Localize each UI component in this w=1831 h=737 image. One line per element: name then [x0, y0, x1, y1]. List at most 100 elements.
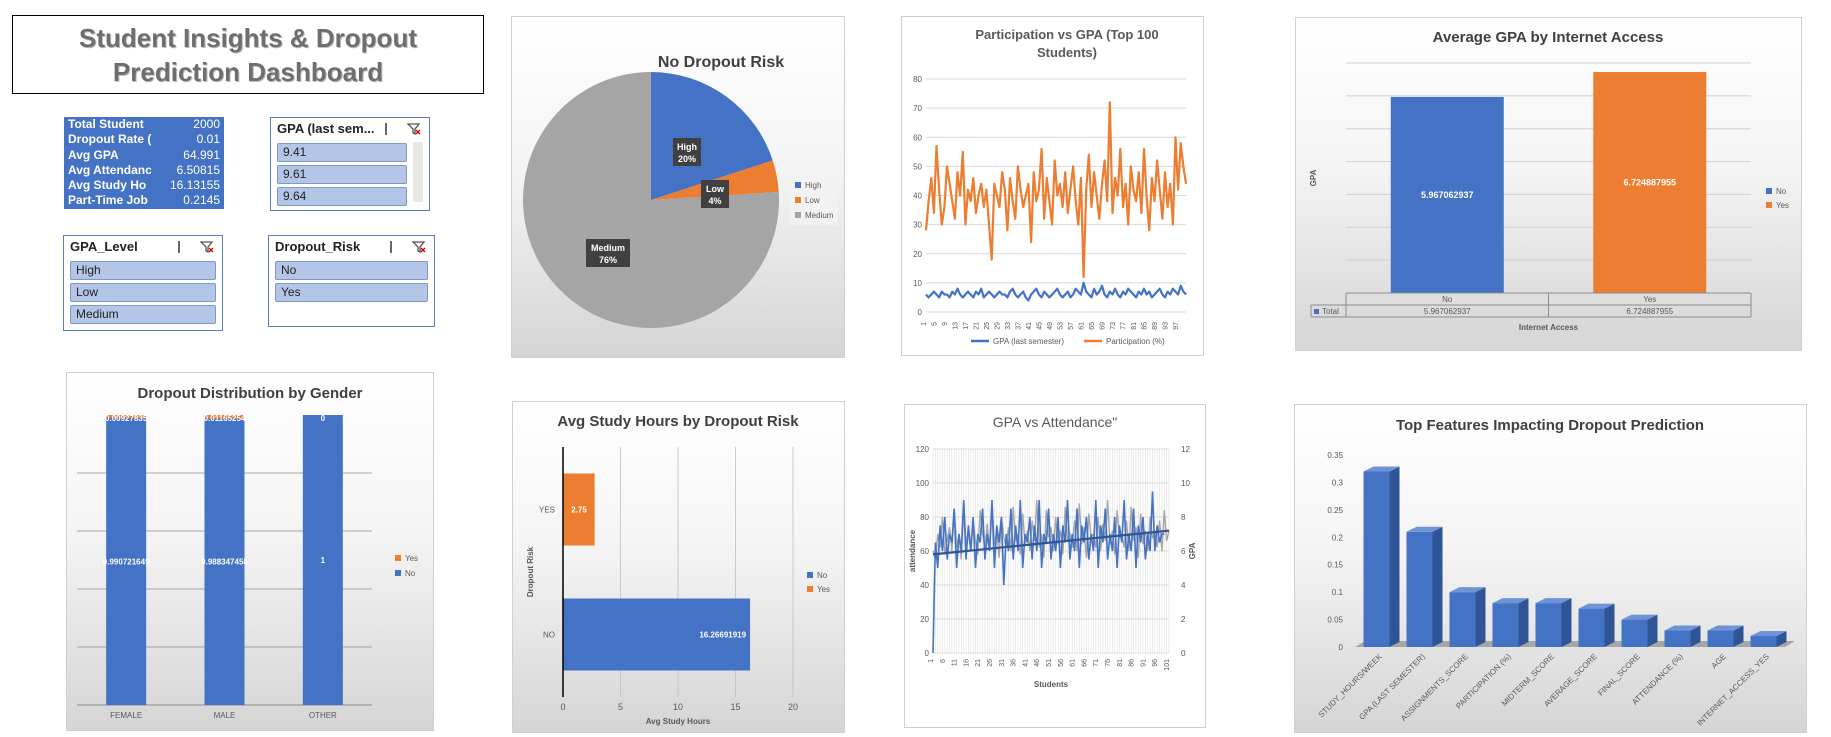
study-hours-chart-panel: Avg Study Hours by Dropout Risk 0 5 10 15 20…: [512, 401, 845, 733]
study-hours-chart: Avg Study Hours by Dropout Risk 0 5 10 15 20…: [526, 413, 830, 726]
x-tick-label: 5: [618, 702, 623, 712]
bar-side: [1518, 598, 1529, 647]
slicer-item[interactable]: 9.41: [277, 143, 407, 162]
pie-data-label: 76%: [599, 255, 617, 265]
pie-chart-panel: No Dropout Risk High 20% Low 4% Medium 76% Hi…: [511, 16, 845, 358]
x-tick-label: INTERNET_ACCESS_YES: [1695, 652, 1771, 728]
pie-data-label-box: [701, 180, 729, 208]
bar-data-label: 16.26691919: [699, 631, 746, 640]
x-tick-label: 57: [1068, 322, 1075, 330]
x-tick-label: 81: [1131, 322, 1138, 330]
bar-top: [1363, 466, 1400, 472]
table-value: 5.967062937: [1424, 307, 1471, 316]
slicer-dropout-risk-header: Dropout_Risk: [269, 236, 434, 258]
chart-title: Avg Study Hours by Dropout Risk: [557, 413, 799, 430]
pie-data-label: 20%: [678, 154, 696, 164]
x-tick-label: 33: [1005, 322, 1012, 330]
bar-top: [1535, 598, 1572, 604]
bar-segment: [204, 418, 245, 705]
x-axis-title: Internet Access: [1519, 323, 1579, 332]
legend-label: GPA (last semester): [993, 337, 1064, 346]
bar-front: [1449, 592, 1476, 647]
slicer-title: GPA_Level: [70, 239, 138, 254]
attendance-chart-panel: GPA vs Attendance" 0 20 40 60 80 100 120 0 2 4 6 8 1…: [904, 404, 1206, 728]
clear-filter-icon[interactable]: [412, 241, 426, 253]
bar-side: [1604, 603, 1615, 647]
x-tick-label: MALE: [214, 711, 236, 720]
x-tick-label: 66: [1081, 659, 1088, 667]
gender-chart-panel: Dropout Distribution by Gender 0.9907216…: [66, 372, 434, 731]
y-tick-label: 60: [913, 133, 922, 142]
multi-select-icon[interactable]: [178, 241, 194, 253]
clear-filter-icon[interactable]: [200, 241, 214, 253]
x-tick-label: 86: [1129, 659, 1136, 667]
x-tick-label: 26: [987, 659, 994, 667]
x-tick-label: 31: [999, 659, 1006, 667]
y-axis-title: attendance: [908, 529, 917, 572]
x-tick-label: 1: [928, 659, 935, 663]
x-tick-label: 21: [974, 322, 981, 330]
y-tick-label: 0.15: [1327, 561, 1343, 570]
kpi-table: Total Student 2000 Dropout Rate (0.01 Avg…: [64, 117, 224, 209]
slicer-gpa-level-header: GPA_Level: [64, 236, 222, 258]
multi-select-icon[interactable]: [385, 123, 401, 135]
x-tick-label: FEMALE: [110, 711, 142, 720]
y-tick-label: 0.3: [1332, 478, 1344, 487]
slicer-item[interactable]: High: [70, 261, 216, 280]
x-tick-label: 41: [1026, 322, 1033, 330]
y2-tick-label: 12: [1181, 445, 1190, 454]
y2-tick-label: 6: [1181, 547, 1186, 556]
bar-data-label: 0.01165254: [204, 414, 246, 423]
x-tick-label: 61: [1070, 659, 1077, 667]
x-tick-label: AGE: [1710, 652, 1728, 670]
x-tick-label: 1: [921, 322, 928, 326]
y-tick-label: 0: [925, 649, 930, 658]
bar-front: [1707, 630, 1734, 647]
table-swatch: [1314, 309, 1319, 314]
y2-tick-label: 8: [1181, 513, 1186, 522]
bar-side: [1389, 466, 1400, 647]
pie-slice-high: [651, 72, 773, 200]
slicer-title: Dropout_Risk: [275, 239, 361, 254]
x-tick-label: 10: [673, 702, 683, 712]
x-tick-label: FINAL_SCORE: [1596, 652, 1642, 698]
legend-swatch: [795, 212, 801, 218]
kpi-value: 0.2145: [183, 193, 220, 208]
slicer-item[interactable]: Low: [70, 283, 216, 302]
y-tick-label: 40: [913, 192, 922, 201]
slicer-item[interactable]: 9.61: [277, 165, 407, 184]
series-line: [924, 101, 1188, 279]
bar-front: [1750, 636, 1777, 647]
y-tick-label: 20: [913, 250, 922, 259]
kpi-value: 16.13155: [169, 178, 220, 193]
pie-data-label: 4%: [708, 196, 721, 206]
slicer-scrollbar[interactable]: [413, 142, 423, 202]
multi-select-icon[interactable]: [390, 241, 406, 253]
pie-data-label-box: [673, 138, 701, 166]
bar: [1390, 96, 1504, 293]
x-tick-label: 29: [995, 322, 1002, 330]
x-tick-label: 41: [1022, 659, 1029, 667]
x-tick-label: 91: [1140, 659, 1147, 667]
bar-data-label: 0: [321, 414, 326, 423]
y-tick-label: YES: [539, 506, 555, 515]
bar-segment: [106, 415, 147, 418]
bar-data-label: 6.724887955: [1623, 178, 1676, 188]
kpi-row: Part-Time Job 0.2145: [64, 193, 224, 208]
slicer-gpa-level: GPA_Level High Low Medium: [63, 235, 223, 331]
legend-label: Participation (%): [1106, 337, 1165, 346]
bar-side: [1690, 625, 1701, 647]
bar-top: [1449, 587, 1486, 593]
slicer-item[interactable]: Yes: [275, 283, 428, 302]
kpi-label: Avg Attendanc: [68, 162, 152, 177]
legend-label: Yes: [1776, 201, 1789, 210]
chart-title: Average GPA by Internet Access: [1433, 29, 1664, 46]
slicer-item[interactable]: No: [275, 261, 428, 280]
clear-filter-icon[interactable]: [407, 123, 421, 135]
x-tick-label: 85: [1142, 322, 1149, 330]
x-tick-label: 61: [1079, 322, 1086, 330]
legend-label: No: [405, 569, 416, 578]
slicer-item[interactable]: 9.64: [277, 187, 407, 206]
slicer-item[interactable]: Medium: [70, 305, 216, 324]
y-axis-title: Dropout Risk: [526, 546, 535, 597]
